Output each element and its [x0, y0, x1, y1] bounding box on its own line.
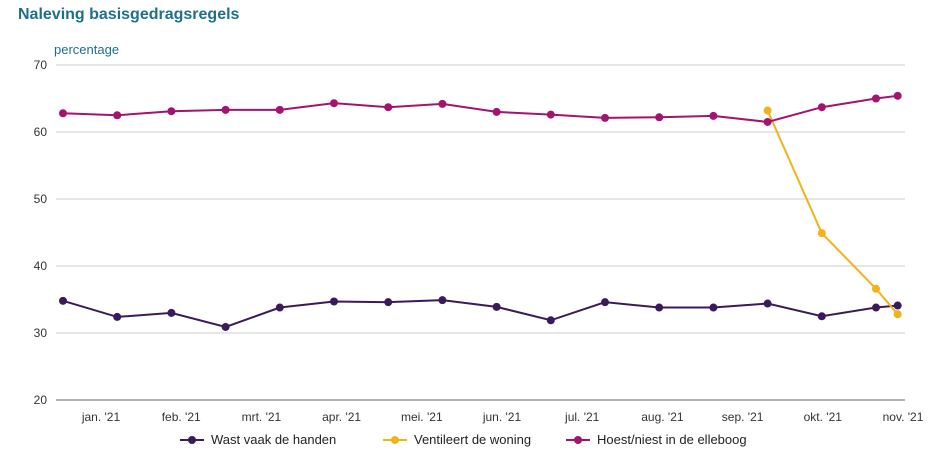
data-point — [872, 304, 880, 312]
data-point — [764, 107, 772, 115]
data-point — [709, 304, 717, 312]
legend-swatch-marker — [188, 436, 196, 444]
data-point — [764, 118, 772, 126]
series-line — [63, 96, 898, 122]
data-point — [547, 316, 555, 324]
x-tick-label: mei. '21 — [401, 410, 443, 424]
y-tick-label: 30 — [34, 326, 48, 340]
data-point — [764, 300, 772, 308]
data-point — [167, 309, 175, 317]
x-tick-label: mrt. '21 — [242, 410, 282, 424]
data-point — [384, 103, 392, 111]
data-point — [222, 106, 230, 114]
data-point — [276, 106, 284, 114]
data-point — [222, 323, 230, 331]
y-tick-label: 20 — [34, 393, 48, 407]
legend-swatch-marker — [391, 436, 399, 444]
data-point — [547, 111, 555, 119]
x-tick-label: nov. '21 — [883, 410, 924, 424]
data-point — [709, 112, 717, 120]
data-point — [384, 298, 392, 306]
data-point — [655, 113, 663, 121]
x-tick-label: aug. '21 — [641, 410, 684, 424]
data-point — [167, 107, 175, 115]
series-line — [768, 111, 898, 315]
x-tick-label: jul. '21 — [564, 410, 600, 424]
legend-swatch-marker — [574, 436, 582, 444]
data-point — [601, 114, 609, 122]
data-point — [113, 111, 121, 119]
data-point — [818, 312, 826, 320]
x-tick-label: jan. '21 — [81, 410, 121, 424]
data-point — [894, 302, 902, 310]
data-point — [872, 285, 880, 293]
legend-entry: Hoest/niest in de elleboog — [597, 432, 747, 447]
y-tick-label: 60 — [34, 125, 48, 139]
x-tick-label: sep. '21 — [722, 410, 764, 424]
data-point — [601, 298, 609, 306]
data-point — [59, 297, 67, 305]
legend-entry: Wast vaak de handen — [211, 432, 336, 447]
data-point — [59, 109, 67, 117]
x-tick-label: okt. '21 — [804, 410, 843, 424]
data-point — [894, 310, 902, 318]
data-point — [438, 296, 446, 304]
data-point — [818, 229, 826, 237]
legend-entry: Ventileert de woning — [414, 432, 531, 447]
data-point — [113, 313, 121, 321]
data-point — [276, 304, 284, 312]
data-point — [894, 92, 902, 100]
data-point — [493, 303, 501, 311]
data-point — [330, 298, 338, 306]
data-point — [872, 95, 880, 103]
y-tick-label: 70 — [34, 58, 48, 72]
x-tick-label: apr. '21 — [322, 410, 361, 424]
x-tick-label: jun. '21 — [482, 410, 522, 424]
data-point — [818, 103, 826, 111]
data-point — [438, 100, 446, 108]
y-tick-label: 40 — [34, 259, 48, 273]
x-tick-label: feb. '21 — [162, 410, 201, 424]
data-point — [493, 108, 501, 116]
data-point — [330, 99, 338, 107]
y-tick-label: 50 — [34, 192, 48, 206]
data-point — [655, 304, 663, 312]
series-line — [63, 300, 898, 327]
